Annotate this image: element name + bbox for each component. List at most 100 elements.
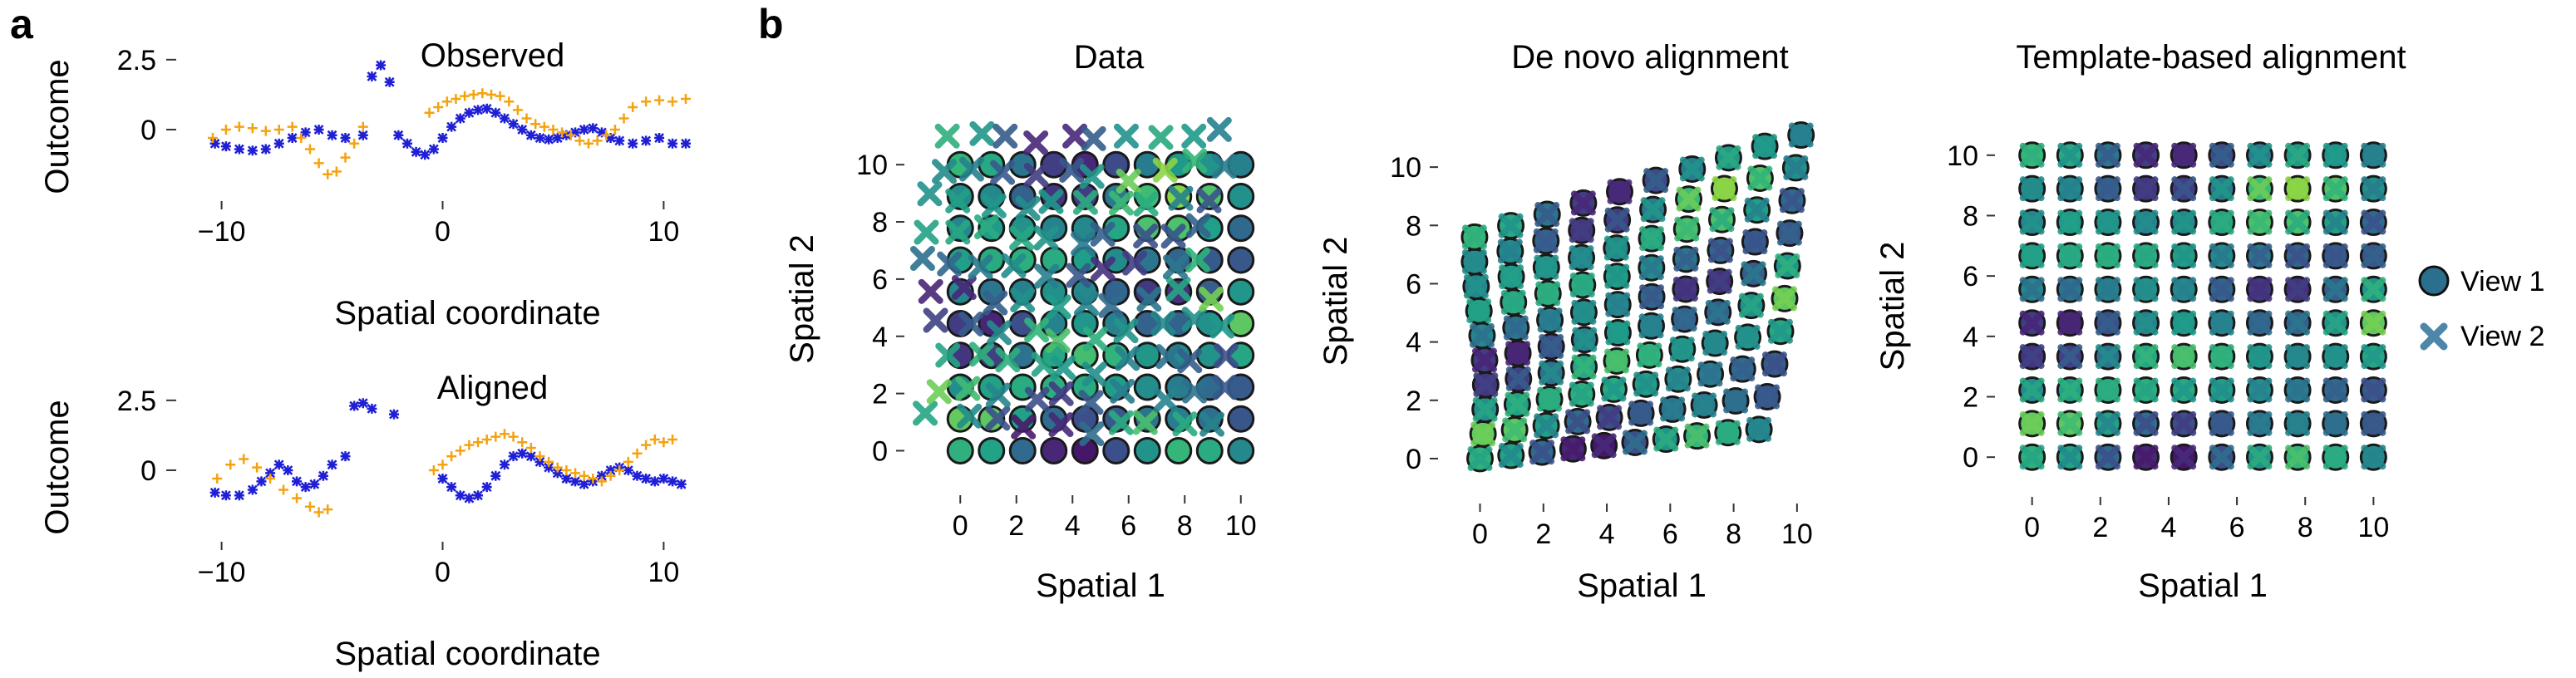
chart-4-xtick-label: 10: [2357, 512, 2389, 543]
chart-1-point: [596, 470, 607, 481]
chart-2-view2-point: [909, 245, 935, 271]
chart-4-view2-point: [2171, 176, 2197, 202]
chart-4-view2-point: [2285, 410, 2311, 436]
legend-view1-label: View 1: [2460, 266, 2544, 297]
chart-1-point: [389, 409, 399, 420]
chart-1-point: [455, 490, 465, 501]
chart-2-view2-point: [1133, 191, 1159, 217]
chart-4-xtick-label: 0: [2024, 512, 2040, 543]
chart-0-point: [601, 130, 612, 140]
chart-4-view2-point: [2095, 277, 2120, 302]
chart-2-view1-point: [1227, 436, 1255, 464]
chart-0-point: [260, 144, 271, 155]
chart-0-point: [504, 96, 515, 107]
chart-4-view2-point: [2057, 445, 2083, 470]
chart-4-view2-point: [2322, 445, 2348, 470]
chart-0-point: [441, 96, 452, 107]
chart-2-view2-point: [987, 320, 1012, 346]
chart-1-point: [499, 459, 510, 470]
chart-3-view2-point: [1560, 436, 1586, 462]
chart-1-point: [649, 434, 660, 445]
chart-2-view2-point: [937, 251, 963, 277]
chart-4-view2-point: [2019, 209, 2045, 235]
chart-4-view2-point: [2057, 277, 2083, 302]
chart-3-view2-point: [1502, 417, 1528, 443]
chart-3-view2-point: [1707, 268, 1732, 294]
chart-1-xlabel: Spatial coordinate: [334, 636, 600, 672]
chart-0-point: [570, 127, 581, 138]
chart-4-view2-point: [2322, 277, 2348, 302]
chart-3-view2-point: [1709, 207, 1735, 233]
chart-4-view2-point: [2095, 377, 2120, 403]
chart-4-ytick-label: 6: [1963, 261, 1978, 292]
chart-4-xtick-label: 6: [2229, 512, 2245, 543]
chart-3-xtick-label: 4: [1599, 518, 1615, 550]
chart-0-point: [273, 138, 284, 149]
chart-1-point: [239, 454, 249, 464]
chart-4-view2-point: [2057, 176, 2083, 202]
chart-3-view2-point: [1672, 307, 1697, 332]
chart-4-view2-point: [2361, 176, 2386, 202]
chart-3-view2-point: [1569, 381, 1594, 407]
chart-2-view2-point: [1116, 169, 1141, 194]
chart-0-xtick-label: 10: [648, 216, 679, 248]
chart-1-point: [658, 437, 669, 448]
chart-1-point: [309, 479, 320, 489]
chart-2-view2-point: [1152, 157, 1178, 183]
chart-2-xtick-label: 6: [1121, 510, 1136, 542]
chart-2-view2-point: [1023, 130, 1049, 155]
chart-3-view2-point: [1565, 409, 1591, 435]
chart-0-point: [565, 130, 576, 140]
chart-2-xtick-label: 10: [1225, 510, 1257, 542]
chart-3-view2-point: [1471, 347, 1497, 373]
chart-3-view2-point: [1534, 254, 1559, 280]
chart-4-view2-point: [2285, 277, 2311, 302]
chart-1-point: [667, 434, 678, 445]
chart-0-point: [588, 123, 598, 134]
chart-0-point: [247, 123, 258, 134]
chart-0-ytick-label: 2.5: [117, 45, 156, 76]
chart-3-view2-point: [1783, 155, 1809, 180]
legend-view2-label: View 2: [2460, 321, 2544, 352]
chart-3-view2-point: [1505, 341, 1531, 366]
chart-1-point: [605, 464, 616, 475]
chart-0-point: [247, 145, 258, 156]
chart-3-view2-point: [1572, 327, 1598, 352]
chart-4-xlabel: Spatial 1: [2138, 567, 2268, 604]
chart-4-view2: [2019, 142, 2386, 470]
chart-0-point: [451, 93, 461, 104]
chart-2-view2-point: [1011, 414, 1037, 440]
chart-1-point: [220, 490, 231, 501]
chart-0-point: [220, 141, 231, 152]
chart-0-point: [544, 134, 554, 145]
chart-2-view2-point: [1172, 411, 1198, 437]
chart-1-point: [256, 476, 267, 487]
chart-4-view2-point: [2285, 445, 2311, 470]
chart-1-point: [499, 429, 510, 440]
chart-4-view2-point: [2133, 176, 2159, 202]
chart-0-point: [323, 169, 333, 179]
chart-1-point: [579, 470, 589, 481]
chart-1-title: Aligned: [437, 370, 548, 406]
chart-3-view2-point: [1597, 405, 1623, 430]
chart-0-point: [464, 107, 475, 118]
chart-2-view2-point: [1182, 148, 1208, 174]
chart-3-view2-point: [1660, 396, 1686, 422]
chart-0-point: [393, 130, 404, 140]
chart-3-view2-point: [1571, 354, 1597, 380]
chart-3-view2-point: [1712, 176, 1737, 202]
chart-3-view2-point: [1747, 165, 1773, 191]
chart-2-view2-point: [985, 382, 1011, 408]
chart-2-view2-point: [1160, 224, 1186, 249]
legend-view2-marker: [2420, 322, 2448, 351]
chart-3-view2-point: [1707, 238, 1733, 263]
chart-2-view1-point: [978, 436, 1006, 464]
chart-2-view2-point: [969, 120, 995, 146]
chart-1-point: [508, 431, 519, 442]
chart-0-xtick-label: 0: [435, 216, 451, 248]
chart-4-view2-point: [2057, 377, 2083, 403]
chart-4-view2-point: [2133, 142, 2159, 168]
chart-0-point: [260, 125, 271, 136]
chart-4-ylabel: Spatial 2: [1874, 242, 1911, 371]
chart-2-view2-point: [1098, 292, 1124, 318]
